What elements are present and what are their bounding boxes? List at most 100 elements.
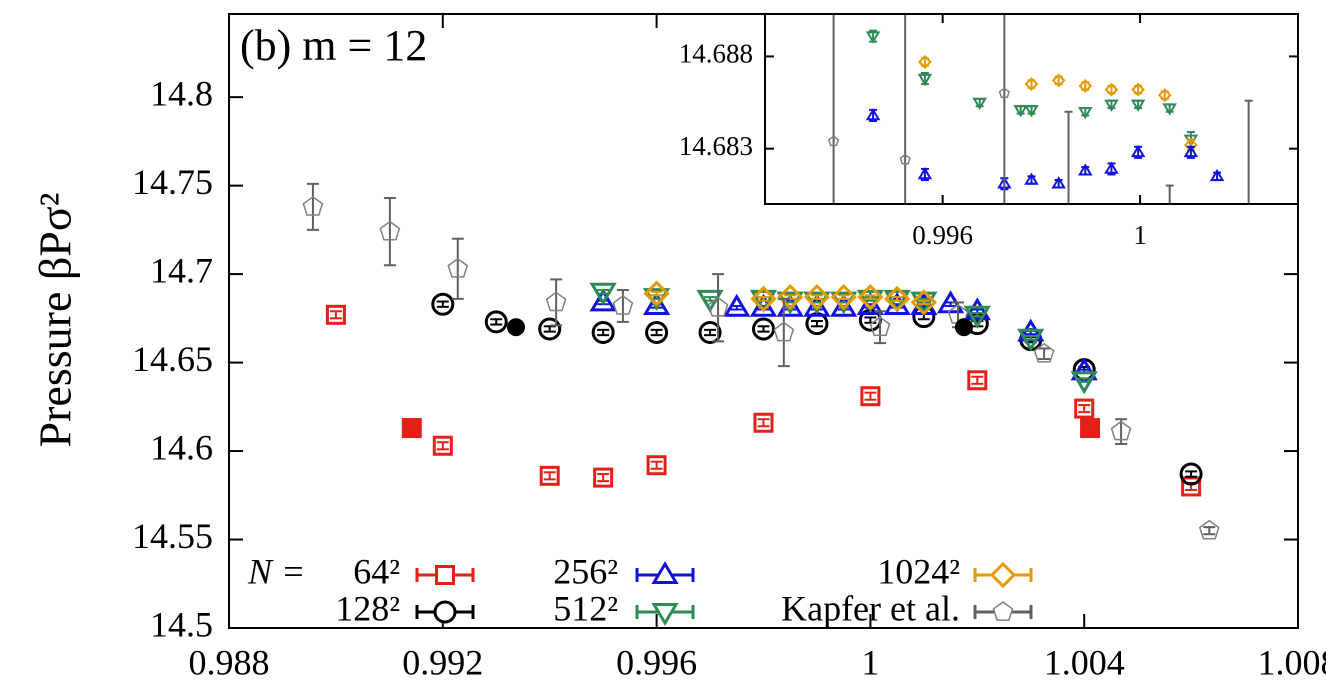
data-point [884, 285, 911, 313]
error-bar [306, 182, 319, 231]
plot-area [302, 182, 1220, 540]
legend-marker [433, 600, 457, 624]
y-tick-label: 14.7 [150, 250, 213, 290]
data-point [1064, 328, 1074, 337]
error-bar [1003, 14, 1006, 204]
y-tick-label: 14.55 [132, 516, 213, 556]
data-point [917, 73, 933, 87]
plot-frame [764, 13, 1299, 205]
data-point [431, 292, 455, 316]
data-point [967, 370, 988, 391]
data-point [1244, 273, 1254, 282]
data-point [539, 465, 560, 486]
data-point [1165, 328, 1175, 337]
data-point [643, 280, 670, 307]
data-point [1070, 371, 1098, 395]
error-bar [550, 278, 563, 327]
data-point [752, 317, 775, 341]
plot-area [827, 14, 1254, 337]
data-point [1130, 144, 1146, 158]
legend-marker [992, 601, 1014, 621]
data-point [589, 288, 617, 312]
error-bar [383, 197, 396, 267]
y-tick-label: 14.8 [150, 73, 213, 113]
error-bar [917, 299, 930, 306]
data-point [1181, 476, 1202, 497]
data-point [612, 295, 634, 315]
legend-label: 256² [553, 551, 618, 591]
data-point [698, 321, 722, 345]
data-point [910, 289, 937, 316]
data-point [827, 135, 840, 147]
error-bar [891, 296, 904, 302]
error-bar [864, 316, 877, 324]
data-point [646, 455, 667, 476]
data-point [750, 285, 777, 313]
legend-label: 64² [353, 551, 400, 591]
data-point [860, 386, 881, 407]
data-point [803, 293, 831, 317]
error-bar [451, 237, 464, 300]
error-bar [1038, 347, 1051, 361]
error-bar [650, 460, 663, 470]
plot-frame [228, 13, 1299, 629]
data-point [1162, 103, 1177, 116]
x-tick-label: 1 [1133, 220, 1147, 250]
x-tick-label: 0.996 [616, 642, 697, 682]
data-point [773, 321, 795, 342]
error-bar [837, 294, 850, 300]
data-point [998, 87, 1010, 99]
data-point [830, 283, 857, 311]
data-point [591, 321, 615, 345]
data-point [865, 31, 881, 44]
error-bar [1064, 110, 1073, 204]
error-bar [810, 294, 823, 300]
data-point [1078, 79, 1093, 93]
error-bar [490, 318, 503, 326]
error-bar [650, 290, 663, 297]
data-point [1051, 176, 1066, 189]
error-bar [757, 418, 770, 428]
legend-marker [651, 603, 679, 626]
data-point [954, 318, 973, 337]
data-point [1104, 161, 1119, 174]
y-tick-label: 14.688 [679, 39, 753, 69]
error-bar [904, 14, 907, 204]
data-point [917, 167, 933, 180]
error-bar [597, 328, 610, 337]
error-bar [704, 328, 717, 337]
data-point [972, 97, 987, 111]
legend-label: Kapfer et al. [781, 588, 960, 628]
data-point [593, 467, 614, 488]
data-point [1131, 82, 1146, 97]
error-bar [436, 300, 449, 308]
x-tick-label: 0.988 [189, 642, 270, 682]
data-point [857, 283, 884, 311]
data-point [1013, 105, 1028, 118]
legend-marker [989, 561, 1017, 589]
data-point [707, 296, 729, 317]
x-tick-label: 0.996 [912, 220, 973, 250]
data-point [830, 293, 858, 317]
data-point [1051, 73, 1066, 88]
data-point [325, 304, 346, 325]
error-bar [1078, 404, 1091, 414]
data-point [1033, 342, 1055, 363]
error-bar [757, 325, 770, 333]
data-point [447, 257, 469, 278]
data-point [507, 318, 526, 337]
data-point [1078, 163, 1093, 176]
data-point [302, 195, 324, 216]
data-point [379, 220, 401, 241]
data-point [538, 317, 562, 341]
x-tick-label: 1.004 [1044, 642, 1125, 682]
data-point [963, 297, 991, 321]
error-bar [1203, 526, 1216, 536]
error-bar [616, 289, 629, 323]
error-bar [810, 320, 823, 328]
legend-label: 512² [553, 588, 618, 628]
error-bar [971, 375, 984, 385]
data-point [777, 283, 804, 311]
error-bar [543, 325, 556, 333]
data-point [1074, 398, 1095, 419]
